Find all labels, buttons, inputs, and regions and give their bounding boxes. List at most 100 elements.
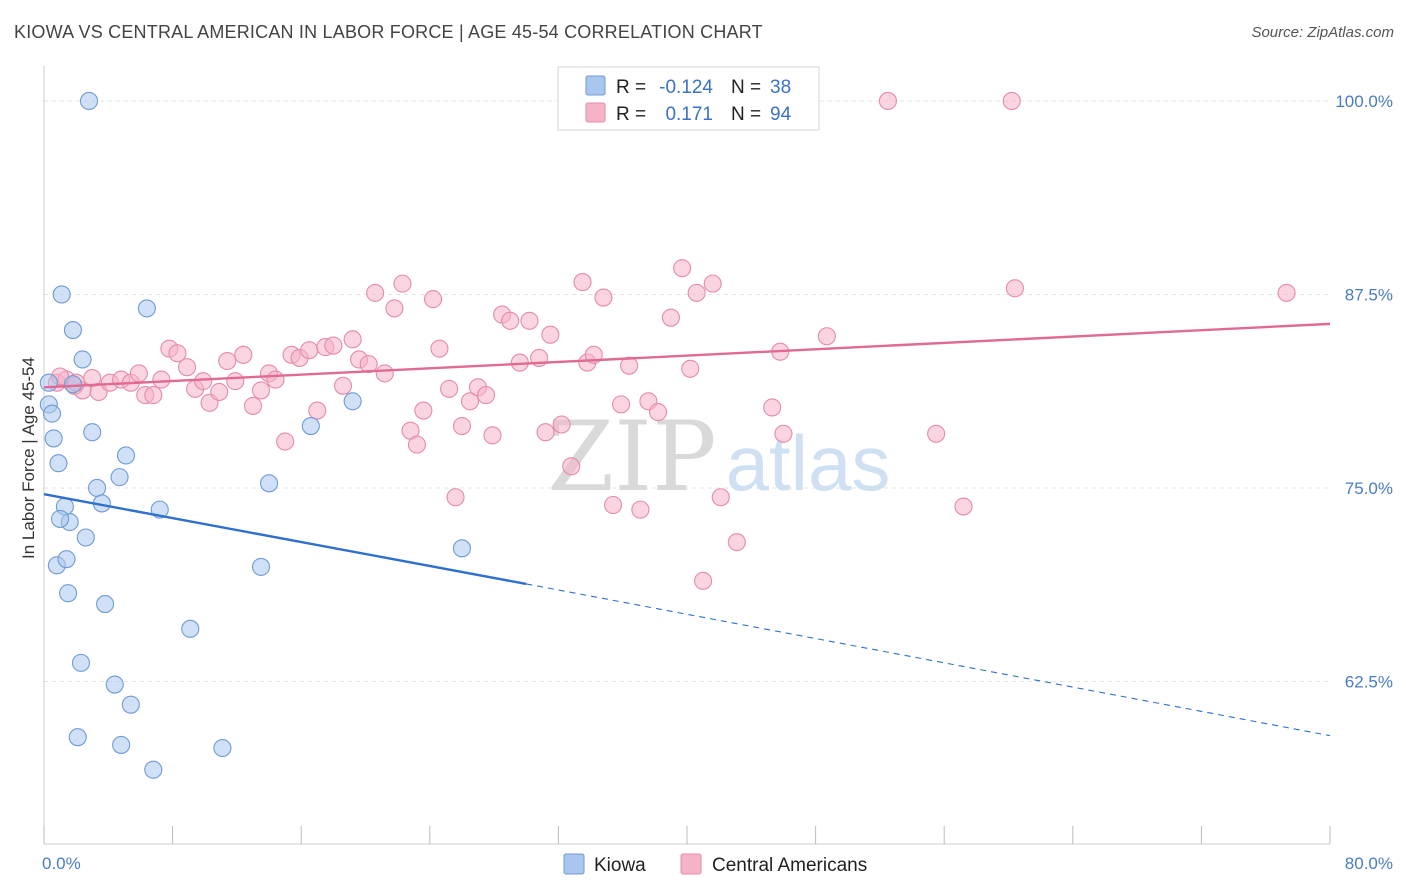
central-americans-point-14 [168,344,187,363]
central-americans-point-89 [1002,91,1021,111]
kiowa-point-11 [87,478,107,498]
central-americans-point-52 [477,386,496,405]
kiowa-point-4 [44,429,63,448]
tick-labels: 62.5% 75.0% 87.5% 100.0% 0.0% 80.0% [42,92,1393,873]
central-americans-point-88 [954,497,973,516]
central-americans-point-59 [536,423,555,442]
kiowa-point-37 [452,539,472,558]
source-credit: Source: ZipAtlas.com [1251,24,1394,41]
legend-r-label-kiowa: R = [616,77,646,98]
central-americans-point-47 [440,379,459,398]
y-tick-label-3: 100.0% [1335,92,1393,111]
watermark-atlas: atlas [726,419,891,507]
central-americans-point-78 [703,274,722,293]
central-americans-point-11 [144,386,163,405]
legend-bottom-swatch-central-americans [680,853,702,875]
central-americans-point-76 [687,283,706,302]
legend-n-label-central-americans: N = [731,104,761,125]
legend-n-label-kiowa: N = [731,77,761,98]
kiowa-point-25 [71,653,91,672]
legend-n-value-kiowa: 38 [770,77,791,98]
central-americans-point-43 [407,435,426,454]
legend-top: R = -0.124 N = 38 R = 0.171 N = 94 [557,66,820,131]
trend-lines [43,322,1331,737]
central-americans-point-80 [727,533,746,552]
central-americans-point-91 [1277,283,1296,302]
central-americans-point-33 [324,336,343,355]
central-americans-point-21 [226,372,245,391]
legend-bottom: Kiowa Central Americans [563,853,867,876]
central-americans-point-77 [694,571,713,590]
central-americans-point-24 [251,381,271,400]
series-central-americans [47,91,1296,590]
kiowa-point-31 [181,619,200,638]
series-kiowa [39,91,472,779]
kiowa-point-9 [63,375,82,394]
kiowa-point-26 [105,675,124,694]
legend-swatch-central-americans [585,102,606,123]
kiowa-point-20 [96,595,115,614]
kiowa-point-13 [76,528,95,547]
trend-line-kiowa [43,492,527,586]
kiowa-point-19 [59,584,78,603]
central-americans-point-40 [385,299,404,318]
kiowa-point-27 [121,695,140,714]
central-americans-point-72 [649,403,668,422]
legend-r-label-central-americans: R = [616,104,646,125]
central-americans-point-86 [878,91,897,111]
central-americans-point-82 [763,398,782,417]
central-americans-point-9 [129,364,148,383]
central-americans-point-45 [423,290,443,309]
central-americans-point-60 [541,325,560,344]
central-americans-point-67 [604,495,623,515]
central-americans-point-48 [446,488,465,507]
central-americans-point-61 [552,415,571,434]
y-axis-label: In Labor Force | Age 45-54 [19,357,38,559]
central-americans-point-53 [483,426,502,445]
central-americans-point-34 [333,376,353,395]
y-tick-label-1: 75.0% [1345,479,1393,498]
central-americans-point-74 [673,259,692,278]
central-americans-point-12 [152,370,171,389]
central-americans-point-44 [414,401,433,420]
legend-r-value-central-americans: 0.171 [665,104,713,125]
central-americans-point-17 [194,372,213,391]
central-americans-point-20 [218,351,237,371]
kiowa-point-16 [51,509,70,528]
central-americans-point-87 [927,424,946,443]
trend-line-central-americans [43,322,1331,389]
legend-bottom-label-central-americans: Central Americans [712,855,867,876]
kiowa-point-36 [343,392,362,411]
legend-swatch-kiowa [585,75,606,96]
kiowa-point-6 [52,285,71,304]
kiowa-point-35 [301,416,320,436]
kiowa-point-22 [110,468,129,487]
legend-r-value-kiowa: -0.124 [659,77,713,98]
central-americans-point-85 [817,327,836,346]
central-americans-point-49 [452,416,472,436]
central-americans-point-23 [243,396,263,415]
kiowa-point-7 [63,321,82,340]
chart-title: KIOWA VS CENTRAL AMERICAN IN LABOR FORCE… [14,22,763,42]
central-americans-point-55 [501,311,520,330]
kiowa-point-23 [137,299,156,318]
central-americans-point-69 [620,356,639,375]
x-tick-label-0: 0.0% [42,854,81,873]
central-americans-point-46 [430,339,449,358]
kiowa-point-33 [251,557,271,576]
central-americans-point-31 [308,401,327,420]
kiowa-point-1 [39,373,58,392]
kiowa-point-5 [49,454,68,473]
trend-line-kiowa-extension [526,583,1331,737]
watermark: ZIP atlas [547,401,890,513]
grid-lines [44,100,1330,682]
axes [43,66,1331,845]
kiowa-point-34 [259,474,279,493]
legend-n-value-central-americans: 94 [770,104,792,125]
central-americans-point-63 [573,273,592,292]
y-tick-label-0: 62.5% [1345,672,1393,691]
central-americans-point-30 [300,341,319,360]
central-americans-point-70 [631,500,650,519]
central-americans-point-79 [711,488,730,507]
